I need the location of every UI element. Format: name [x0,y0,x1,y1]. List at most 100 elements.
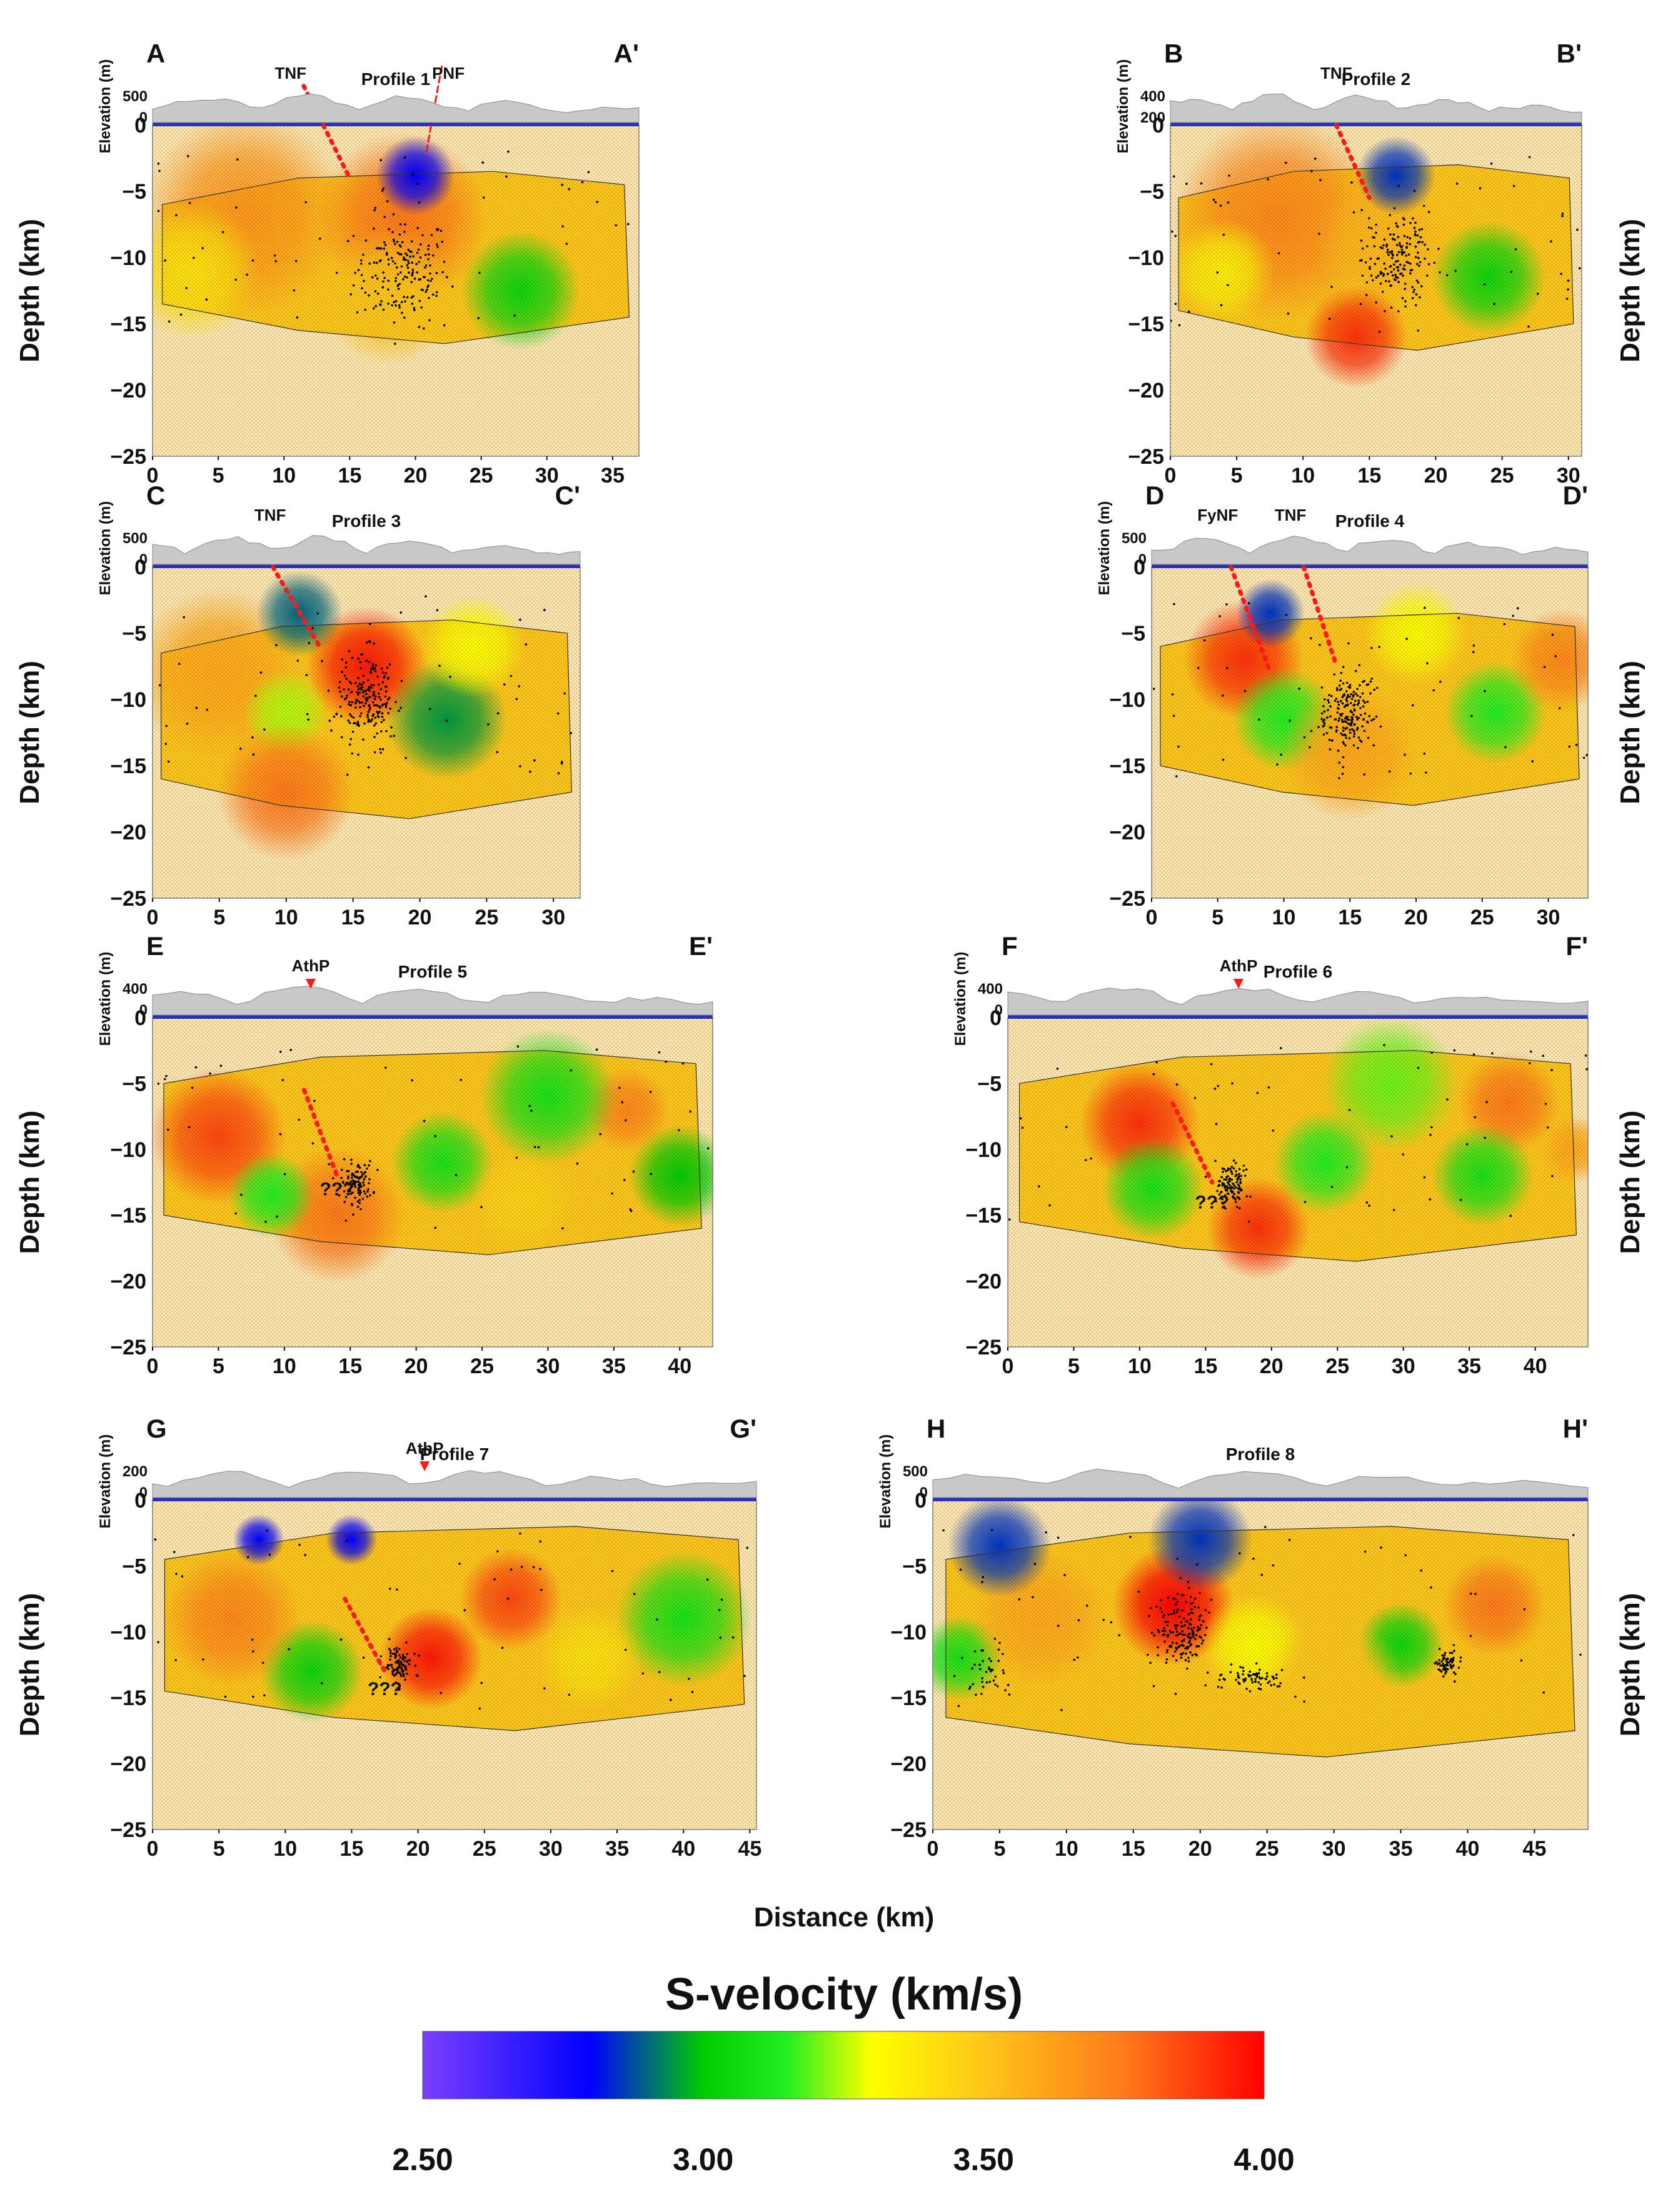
earthquake-dot [979,1668,982,1671]
earthquake-dot [374,274,377,277]
earthquake-dot [1438,1659,1441,1661]
earthquake-dot [1178,1615,1181,1618]
earthquake-dot [1426,662,1429,664]
earthquake-dot [373,1191,375,1194]
earthquake-dot [386,701,388,704]
elevation-tick-label: 500 [903,1463,928,1480]
earthquake-dot [366,1167,368,1170]
colorbar: S-velocity (km/s) 2.50 3.00 3.50 4.00 [392,1969,1294,2177]
earthquake-dot [1336,687,1339,689]
earthquake-dot [398,233,401,236]
earthquake-dot [1397,269,1400,272]
x-tick-label: 10 [1055,1837,1078,1861]
earthquake-dot [368,294,370,297]
earthquake-dot [1510,271,1512,273]
earthquake-dot [1345,736,1348,739]
earthquake-dot [515,1156,518,1159]
earthquake-dot [370,668,373,670]
earthquake-dot [1364,712,1367,715]
x-tick-label: 30 [1392,1354,1415,1378]
earthquake-dot [443,261,446,263]
earthquake-dot [246,273,248,276]
earthquake-dot [1322,720,1325,723]
earthquake-dot [463,1609,466,1611]
earthquake-dot [1369,266,1371,269]
colorbar-tick-label: 4.00 [1233,2142,1294,2177]
earthquake-dot [191,1086,194,1089]
earthquake-dot [178,663,181,665]
earthquake-dot [1385,279,1387,283]
earthquake-dot [505,175,508,178]
earthquake-dot [1242,1669,1245,1673]
earthquake-dot [1181,1609,1184,1612]
earthquake-dot [1413,226,1416,229]
earthquake-dot [436,609,439,611]
earthquake-dot [1443,1666,1445,1668]
earthquake-dot [398,709,400,712]
colorbar-title: S-velocity (km/s) [665,1969,1023,2019]
earthquake-dot [364,291,367,294]
earthquake-dot [1214,1159,1217,1163]
earthquake-dot [1470,1592,1472,1595]
earthquake-dot [1333,673,1336,676]
x-tick-label: 5 [1212,906,1223,929]
elevation-tick-label: 0 [139,1484,148,1501]
earthquake-dot [1572,1534,1575,1536]
earthquake-dot [1175,1083,1178,1086]
earthquake-dot [1469,1634,1472,1638]
earthquake-dot [1338,761,1341,764]
earthquake-dot [478,1707,481,1710]
earthquake-dot [1353,733,1356,735]
earthquake-dot [1354,723,1356,726]
earthquake-dot [403,275,406,278]
x-tick-label: 15 [1338,906,1362,929]
earthquake-dot [1271,1675,1274,1678]
earthquake-dot [1222,1171,1224,1173]
earthquake-dot [1350,693,1352,696]
earthquake-dot [426,288,428,291]
earthquake-dot [1239,1182,1242,1184]
earthquake-dot [1405,242,1409,245]
earthquake-dot [568,1693,571,1696]
earthquake-dot [1221,1201,1223,1204]
earthquake-dot [1329,705,1332,708]
earthquake-dot [360,1171,363,1173]
earthquake-dot [1393,268,1395,271]
earthquake-dot [330,729,333,732]
earthquake-dot [1242,1673,1244,1676]
elevation-tick-label: 500 [1122,530,1147,547]
earthquake-dot [1329,726,1332,729]
earthquake-dot [362,1181,364,1184]
x-tick-label: 20 [404,464,428,488]
earthquake-dot [1218,615,1221,618]
earthquake-dot [396,284,399,288]
earthquake-dot [364,1192,366,1195]
earthquake-dot [658,1671,661,1673]
earthquake-dot [1350,722,1353,724]
earthquake-dot [1393,278,1396,281]
earthquake-dot [1369,680,1372,683]
earthquake-dot [1409,772,1412,775]
earthquake-dot [1182,1633,1184,1636]
earthquake-dot [332,1177,334,1179]
earthquake-dot [1353,708,1356,711]
earthquake-dot [1303,736,1306,739]
earthquake-dot [346,694,349,697]
earthquake-dot [1166,1635,1169,1638]
earthquake-dot [376,712,379,715]
x-tick-label: 10 [1128,1354,1152,1378]
earthquake-dot [1084,1159,1087,1161]
y-tick-label: −25 [1128,445,1164,469]
earthquake-dot [953,1674,956,1678]
earthquake-dot [1490,163,1493,165]
earthquake-dot [354,1186,357,1188]
topography [152,535,581,565]
earthquake-dot [263,728,266,731]
earthquake-dot [1354,703,1356,706]
earthquake-dot [1483,283,1486,286]
earthquake-dot [1567,279,1570,282]
earthquake-dot [1235,1173,1238,1176]
x-tick-label: 10 [274,906,298,929]
earthquake-dot [1192,1630,1194,1633]
